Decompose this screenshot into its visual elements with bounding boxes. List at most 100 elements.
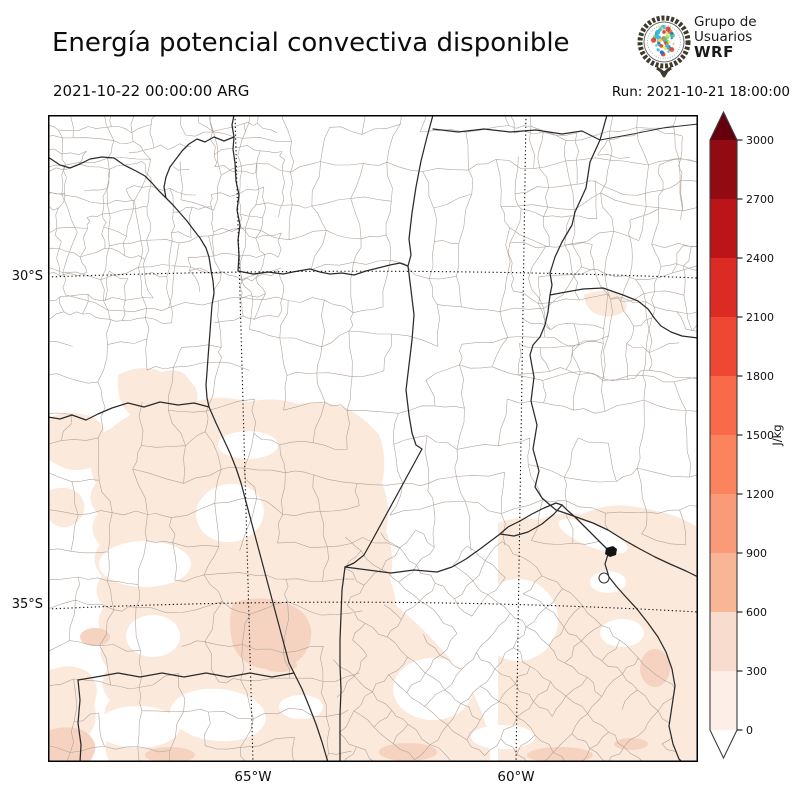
shade-l1-blob	[48, 487, 85, 528]
shade-l2-blob	[48, 727, 96, 762]
globe-speckle	[656, 48, 660, 52]
province-border	[293, 672, 329, 762]
valid-time-label: 2021-10-22 00:00:00 ARG	[53, 82, 250, 100]
colorbar: 0 300 600 900 1200 1500 1800 2100 2400 2700 3000 J…	[709, 110, 784, 760]
colorbar-segment	[710, 612, 737, 671]
city-area-marker	[605, 546, 617, 557]
colorbar-tick-label: 2100	[746, 311, 774, 324]
province-border	[48, 401, 210, 421]
shade-hole	[600, 619, 644, 647]
cape-map-canvas	[48, 115, 698, 762]
colorbar-segment	[710, 494, 737, 553]
province-border	[77, 672, 295, 681]
rio-de-la-plata-north-coast	[549, 504, 698, 578]
shade-hole	[478, 579, 558, 661]
globe-speckle	[657, 41, 660, 45]
colorbar-tick-label: 2400	[746, 252, 774, 265]
colorbar-tick-label: 1500	[746, 429, 774, 442]
shade-l1-blob	[90, 397, 403, 762]
shade-hole	[170, 688, 266, 742]
globe-speckle	[663, 36, 667, 41]
parana-river	[529, 115, 608, 506]
colorbar-segment	[710, 435, 737, 494]
parallel-35S	[48, 601, 698, 613]
province-border	[205, 269, 215, 408]
logo-text-line1: Grupo de	[694, 14, 757, 30]
logo-text: Grupo de Usuarios WRF	[694, 15, 757, 60]
shade-l2-blob	[640, 649, 670, 687]
map-frame	[48, 115, 698, 762]
province-border	[344, 533, 501, 574]
globe-speckle	[672, 42, 675, 45]
estuary-water	[558, 518, 628, 554]
province-border	[231, 115, 241, 272]
y-axis-label: 35°S	[11, 597, 43, 612]
colorbar-segment	[710, 258, 737, 317]
globe-speckle	[667, 40, 671, 44]
colorbar-over-arrow	[710, 112, 737, 140]
shade-l2-blob	[614, 738, 648, 750]
colorbar-segment	[710, 671, 737, 730]
colorbar-segment	[710, 199, 737, 258]
shade-l2-blob	[527, 747, 593, 762]
globe-speckle	[651, 37, 657, 43]
globe-speckle	[659, 44, 663, 48]
province-border	[339, 566, 346, 762]
globe-speckle	[660, 50, 665, 55]
province-boundaries	[48, 115, 698, 762]
parana-delta	[499, 502, 563, 537]
department-boundary-lines	[48, 115, 698, 762]
province-border	[77, 679, 82, 762]
colorbar-tick-label: 1200	[746, 488, 774, 501]
cape-shading-field	[48, 290, 698, 762]
globe-speckle	[670, 31, 674, 35]
province-border	[237, 262, 409, 276]
colorbar-tick-label: 300	[746, 665, 767, 678]
province-border	[549, 287, 698, 339]
colorbar-tick-label: 900	[746, 547, 767, 560]
province-border	[48, 156, 212, 271]
province-border	[599, 123, 698, 141]
globe-speckle	[662, 30, 666, 34]
province-border	[432, 128, 601, 141]
shade-l2-blob	[80, 628, 110, 646]
meridian-65W	[234, 115, 254, 762]
run-time-label: Run: 2021-10-21 18:00:00	[611, 84, 790, 100]
globe-speckle	[665, 26, 671, 32]
shade-l2-blob	[145, 747, 195, 762]
shade-l1-blob	[48, 413, 104, 471]
globe-speckle	[669, 47, 675, 52]
province-border	[344, 115, 434, 568]
wrf-globe-emblem-icon	[637, 15, 691, 78]
department-boundaries	[48, 115, 698, 762]
globe-speckle	[663, 46, 668, 51]
laurel-wreath-icon	[637, 15, 691, 78]
colorbar-segment	[710, 140, 737, 199]
page-title: Energía potencial convectiva disponible	[52, 28, 570, 58]
shade-hole	[471, 725, 535, 749]
colorbar-segment	[710, 317, 737, 376]
colorbar-tick-label: 2700	[746, 193, 774, 206]
colorbar-tick-label: 0	[746, 724, 753, 737]
globe-speckle	[661, 27, 664, 30]
meridian-60W	[515, 115, 527, 762]
shade-l2-blob	[230, 598, 312, 669]
globe-speckle	[665, 32, 669, 36]
globe-speckle	[655, 44, 658, 47]
globe-speckle	[658, 28, 662, 32]
globe-speckle	[655, 30, 660, 35]
shade-l1-blob	[48, 666, 97, 744]
atlantic-coastline	[561, 504, 683, 762]
shade-l1-blob	[498, 505, 698, 762]
province-border	[163, 136, 235, 199]
colorbar-unit-label: J/kg	[770, 424, 784, 446]
rainbow-model-field-icon	[651, 25, 675, 57]
colorbar-tick-label: 1800	[746, 370, 774, 383]
colorbar-tick-label: 3000	[746, 134, 774, 147]
wrf-users-group-logo: Grupo de Usuarios WRF	[633, 12, 798, 78]
shade-hole	[218, 431, 278, 459]
parallel-30S	[48, 270, 698, 279]
y-axis-label: 30°S	[11, 269, 43, 284]
colorbar-tick-label: 600	[746, 606, 767, 619]
